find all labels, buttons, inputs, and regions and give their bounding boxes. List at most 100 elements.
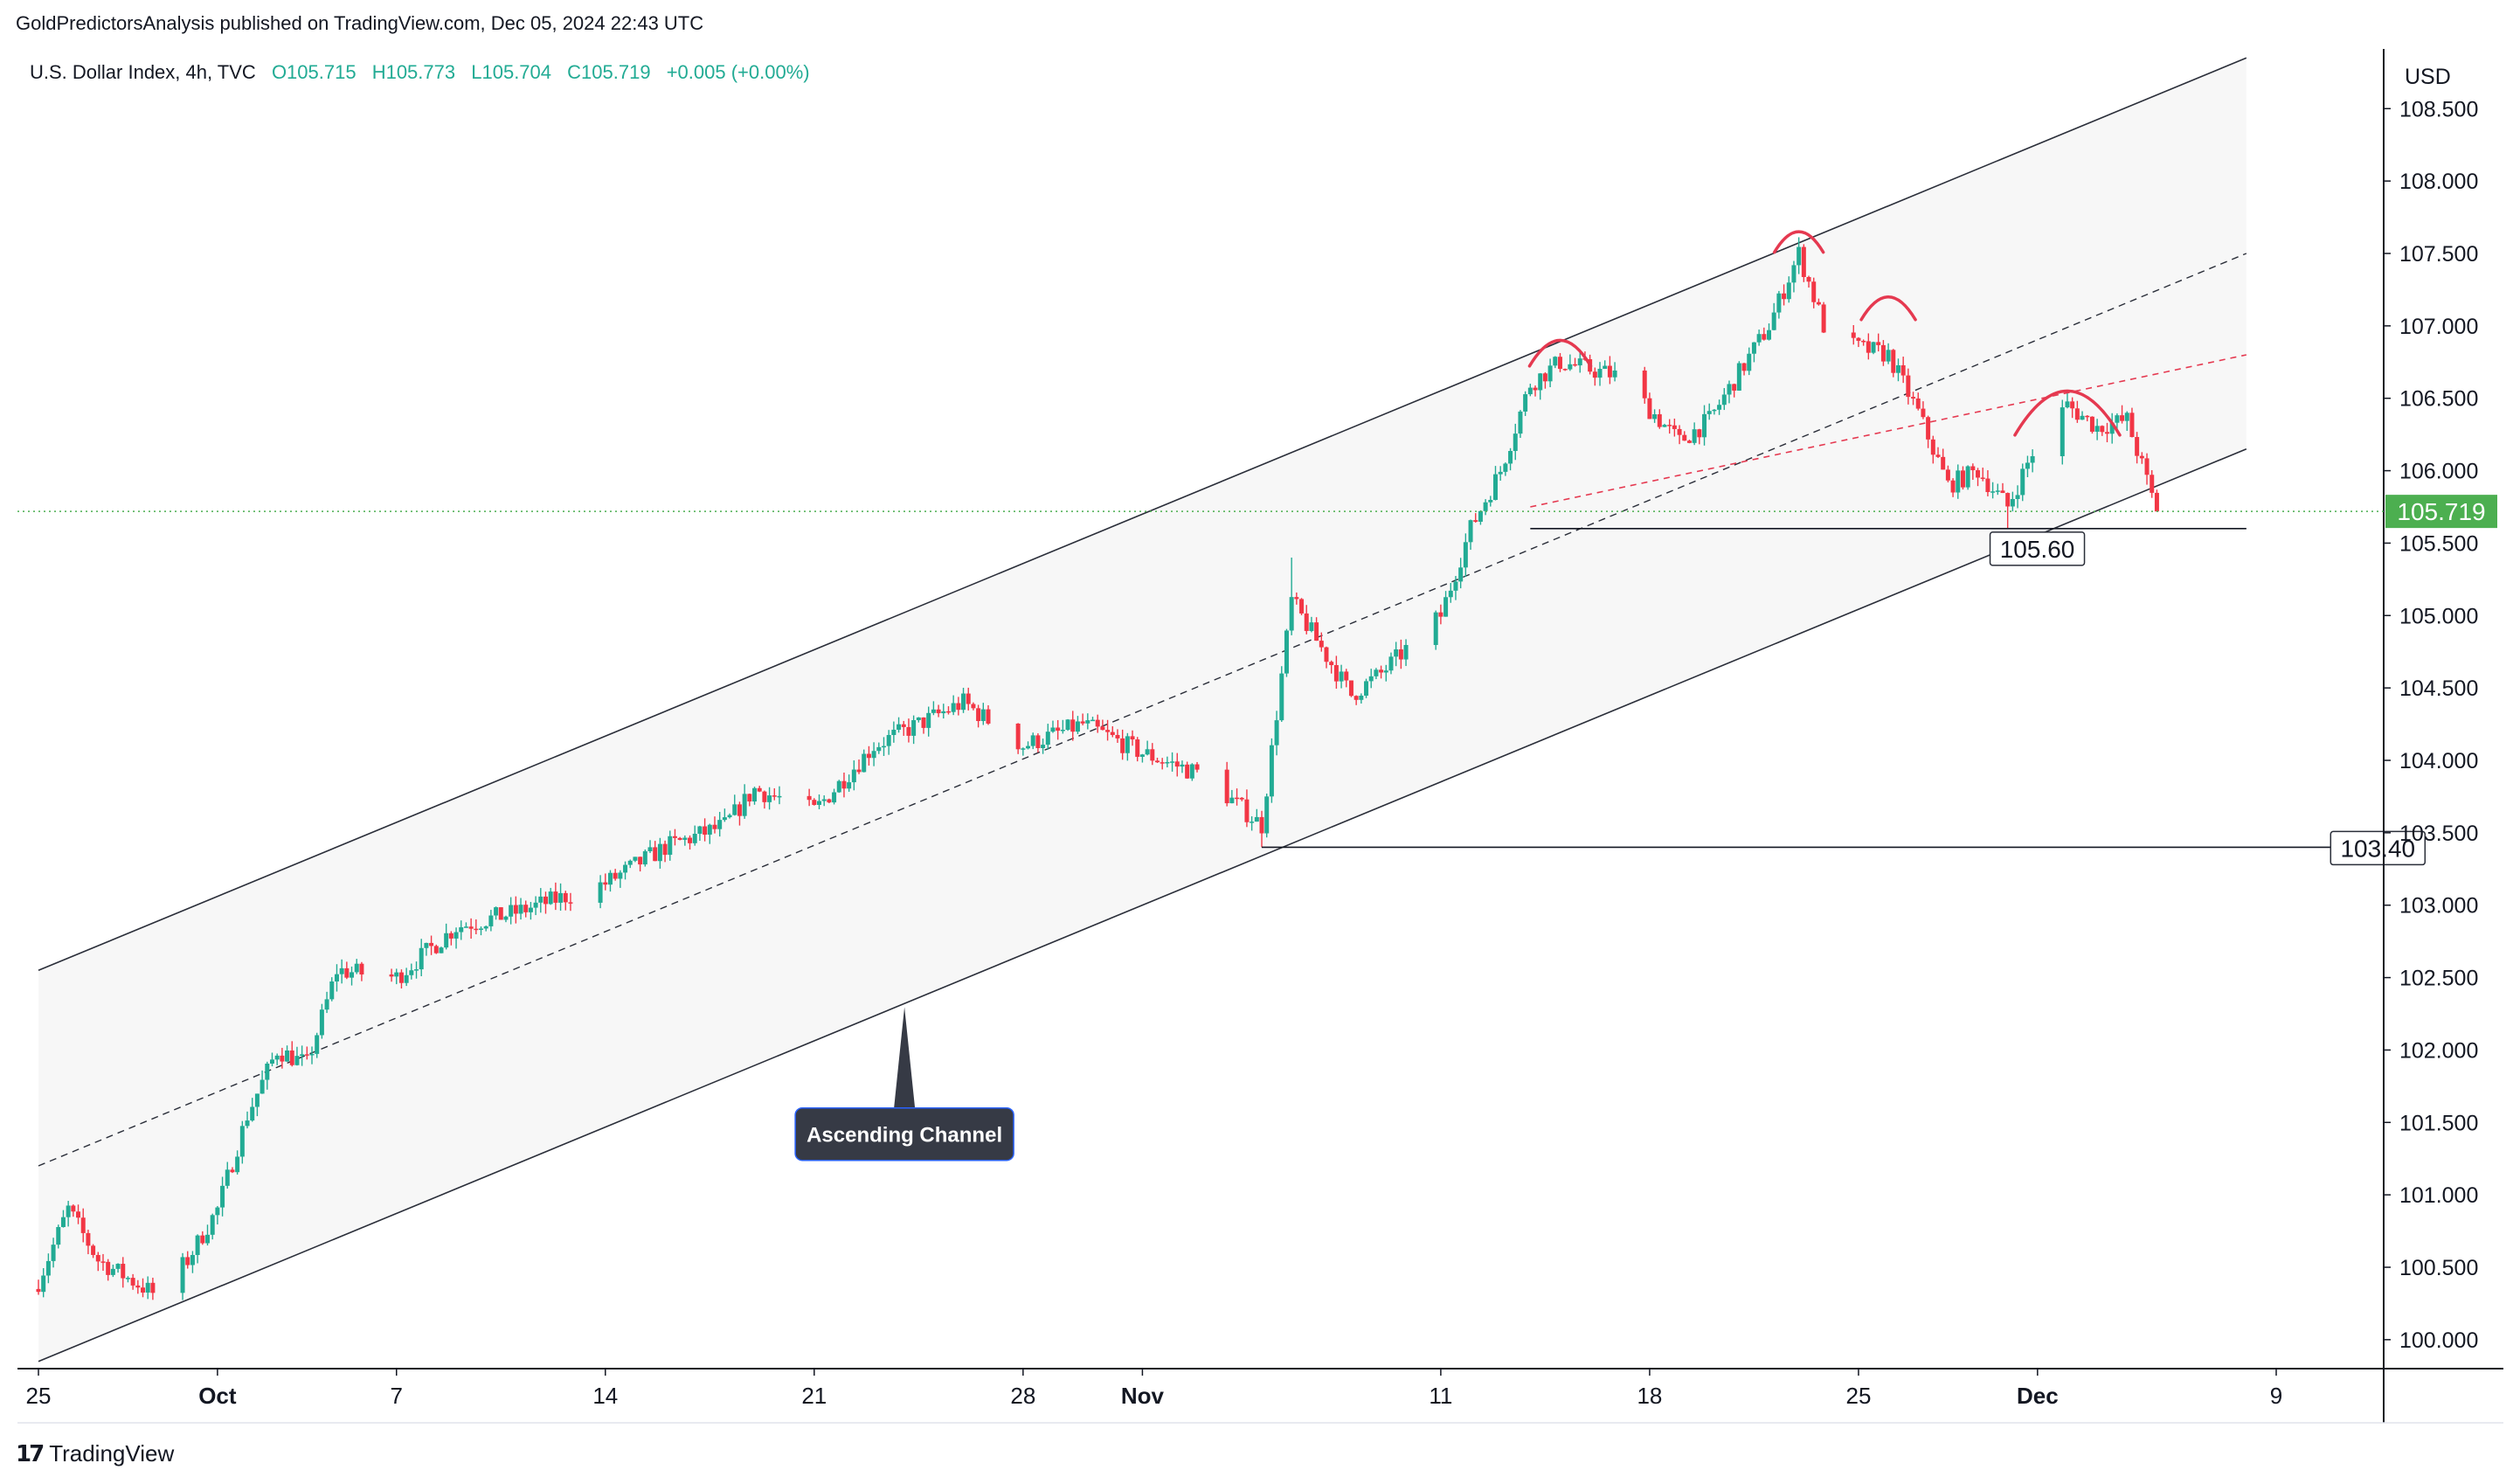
symbol-name[interactable]: U.S. Dollar Index, 4h, TVC [30,61,256,83]
candle [494,906,499,920]
ohlc-low: L105.704 [471,61,552,83]
candle-body [941,711,946,714]
candle-body [494,907,499,916]
price-tick-label: 105.000 [2399,604,2478,628]
candle-body [1488,499,1493,503]
candle [2144,453,2150,485]
candle-body [324,999,329,1010]
time-tick-label: 9 [2270,1383,2282,1409]
candle [916,717,921,723]
candle-body [1368,676,1374,682]
candle [1990,482,1996,499]
candle-body [414,969,419,971]
candle-body [329,981,335,1000]
pattern-arc[interactable] [2013,389,2122,437]
candle [1727,380,1732,404]
candle-body [772,795,777,797]
candle [1299,598,1305,615]
candle-body [1045,732,1050,745]
candle-body [115,1264,121,1269]
candle-body [245,1120,250,1127]
candle-body [1394,649,1399,657]
candle-body [1135,739,1140,757]
ohlc-change: +0.005 (+0.00%) [666,61,810,83]
level-tag-105-60[interactable]: 105.60 [1989,531,2086,566]
candle-body [1727,384,1732,395]
candle-body [897,724,902,730]
candle-body [1463,542,1468,568]
candle [2025,455,2030,478]
pattern-arc[interactable] [1859,295,1917,322]
candle-body [1090,719,1096,722]
ascending-channel-callout[interactable]: Ascending Channel [794,1007,1014,1162]
channel-median-line[interactable] [38,253,2247,1167]
candle [662,840,668,863]
candle [827,798,832,804]
candle-body [1398,649,1403,660]
candle-body [145,1282,150,1293]
level-tag-103-40[interactable]: 103.40 [2330,830,2427,866]
candle [1339,664,1344,689]
candle-body [1642,370,1647,399]
chart-annotations[interactable]: 105.60 103.40 Ascending Channel [794,230,2427,1162]
candle-body [448,933,453,939]
candle [190,1251,195,1273]
candle [2010,491,2015,512]
neckline-trendline[interactable] [1530,354,2247,508]
candle-body [1508,450,1513,464]
candle [1269,738,1274,803]
candle [1866,333,1871,360]
candle-body [1110,732,1115,735]
candle-body [41,1275,46,1293]
candle [41,1268,46,1298]
symbol-legend: U.S. Dollar Index, 4h, TVC O105.715 H105… [30,61,810,84]
candle-body [1652,414,1658,420]
candle [1035,733,1041,753]
candle [847,774,852,792]
candle [1717,399,1722,415]
candle [100,1253,106,1272]
candle [707,823,712,844]
candle [921,717,926,734]
candle [1677,425,1682,445]
candle-body [1821,304,1826,333]
candle-body [732,804,737,815]
candle-body [1797,246,1802,266]
candle-body [260,1079,265,1094]
candle-body [1732,384,1737,391]
candle-body [906,726,911,736]
candle [841,772,847,798]
candle-body [1707,411,1712,414]
candle [1895,358,1900,382]
candle [1453,575,1458,600]
price-tick-label: 108.500 [2399,97,2478,121]
candle [618,870,623,888]
candle-body [1021,748,1026,750]
tradingview-branding[interactable]: 17 TradingView [16,1440,174,1467]
pattern-arc[interactable] [1527,338,1593,368]
candle-body [235,1156,240,1173]
candle-body [294,1056,300,1065]
current-price-tag[interactable]: 105.719 [2385,495,2497,529]
channel-upper-line[interactable] [38,57,2247,972]
candle [80,1208,86,1243]
candle-body [1458,567,1464,582]
candle-body [518,905,523,914]
time-tick-label: Dec [2017,1383,2059,1409]
currency-label[interactable]: USD [2405,65,2451,89]
candle-body [1105,730,1111,732]
candle [1259,810,1264,848]
candle-body [1433,612,1438,646]
candle [976,704,981,728]
ascending-channel[interactable] [38,57,2247,1363]
candle [881,737,886,756]
candle [448,931,453,946]
pattern-arc[interactable] [1772,230,1825,254]
candle-body [653,847,658,862]
candle-body [1980,477,1985,479]
channel-lower-line[interactable] [38,447,2247,1363]
candle-body [1115,734,1120,739]
candle [2129,407,2135,438]
candle [1145,740,1150,756]
